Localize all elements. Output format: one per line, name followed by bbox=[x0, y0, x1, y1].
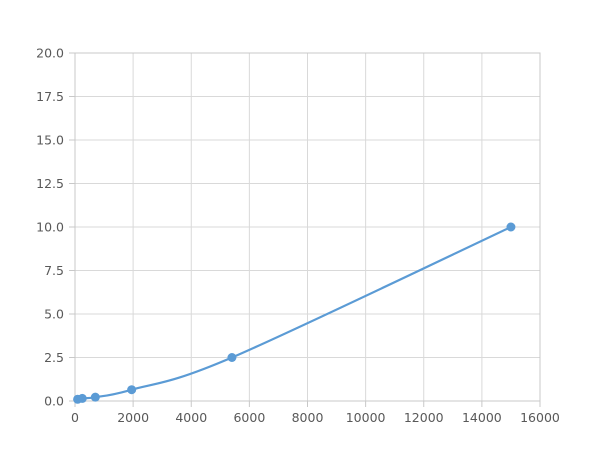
x-tick-label: 0 bbox=[71, 410, 79, 425]
x-tick-label: 6000 bbox=[233, 410, 265, 425]
y-tick-label: 20.0 bbox=[36, 46, 64, 61]
data-point-marker bbox=[227, 353, 237, 362]
data-point-marker bbox=[77, 393, 87, 403]
y-tick-label: 0.0 bbox=[44, 394, 64, 409]
y-tick-label: 2.5 bbox=[44, 350, 64, 365]
y-tick-label: 7.5 bbox=[44, 263, 64, 278]
x-tick-label: 8000 bbox=[292, 410, 324, 425]
data-point-marker bbox=[90, 392, 100, 402]
x-tick-label: 2000 bbox=[117, 410, 149, 425]
y-tick-label: 12.5 bbox=[36, 176, 64, 191]
x-tick-label: 12000 bbox=[404, 410, 444, 425]
data-point-marker bbox=[127, 385, 137, 395]
data-point-marker bbox=[506, 222, 516, 232]
x-tick-label: 4000 bbox=[175, 410, 207, 425]
y-tick-label: 15.0 bbox=[36, 133, 64, 148]
x-tick-label: 14000 bbox=[462, 410, 502, 425]
y-tick-label: 17.5 bbox=[36, 89, 64, 104]
y-tick-label: 5.0 bbox=[44, 307, 64, 322]
y-tick-label: 10.0 bbox=[36, 220, 64, 235]
x-tick-label: 16000 bbox=[520, 410, 560, 425]
x-tick-label: 10000 bbox=[346, 410, 386, 425]
